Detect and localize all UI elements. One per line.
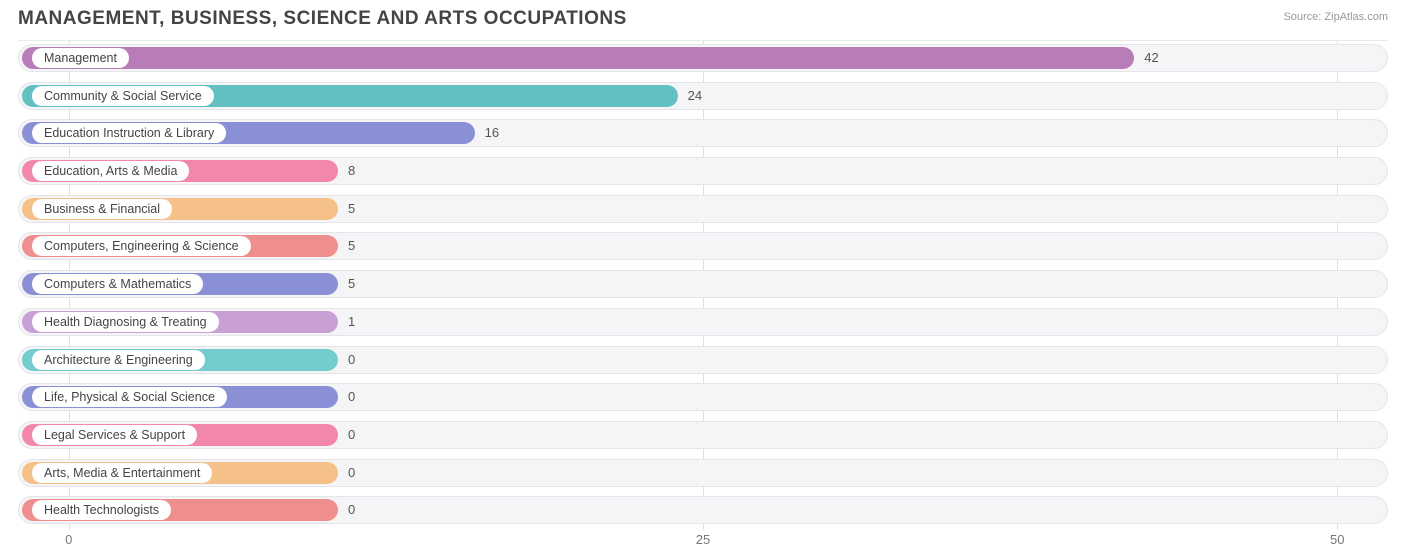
bar-value: 0 xyxy=(348,350,355,370)
bar-label: Health Diagnosing & Treating xyxy=(32,312,219,332)
bar-value: 24 xyxy=(688,86,702,106)
x-tick-label: 0 xyxy=(65,532,72,547)
bar-value: 0 xyxy=(348,387,355,407)
bar-label: Health Technologists xyxy=(32,500,171,520)
bar-row: Arts, Media & Entertainment 0 xyxy=(18,456,1388,494)
bar-row: Community & Social Service 24 xyxy=(18,79,1388,117)
source-label: Source: xyxy=(1283,11,1321,23)
bar-label: Computers, Engineering & Science xyxy=(32,236,251,256)
x-tick-label: 25 xyxy=(696,532,710,547)
bar-value: 0 xyxy=(348,463,355,483)
chart-title: MANAGEMENT, BUSINESS, SCIENCE AND ARTS O… xyxy=(18,8,627,30)
bar-value: 0 xyxy=(348,500,355,520)
bar-label: Business & Financial xyxy=(32,199,172,219)
x-tick-label: 50 xyxy=(1330,532,1344,547)
bar-value: 5 xyxy=(348,199,355,219)
bar-label: Life, Physical & Social Science xyxy=(32,387,227,407)
bar-label: Computers & Mathematics xyxy=(32,274,203,294)
bar xyxy=(22,47,1134,69)
source-attribution: Source: ZipAtlas.com xyxy=(1283,8,1388,23)
bar-value: 5 xyxy=(348,236,355,256)
bar-label: Education Instruction & Library xyxy=(32,123,226,143)
bar-row: Legal Services & Support 0 xyxy=(18,418,1388,456)
bar-row: Education, Arts & Media 8 xyxy=(18,154,1388,192)
bar-label: Community & Social Service xyxy=(32,86,214,106)
x-axis: 0 25 50 xyxy=(18,532,1388,554)
bar-label: Legal Services & Support xyxy=(32,425,197,445)
chart-plot: Management 42 Community & Social Service 24… xyxy=(18,40,1388,530)
bar-row: Business & Financial 5 xyxy=(18,192,1388,230)
bar-value: 0 xyxy=(348,425,355,445)
chart-header: MANAGEMENT, BUSINESS, SCIENCE AND ARTS O… xyxy=(0,0,1406,34)
bar-value: 16 xyxy=(485,123,499,143)
bar-label: Education, Arts & Media xyxy=(32,161,189,181)
chart-area: Management 42 Community & Social Service 24… xyxy=(18,40,1388,530)
bar-label: Management xyxy=(32,48,129,68)
bar-value: 8 xyxy=(348,161,355,181)
bar-row: Health Technologists 0 xyxy=(18,493,1388,531)
bar-value: 1 xyxy=(348,312,355,332)
bar-label: Arts, Media & Entertainment xyxy=(32,463,212,483)
bar-row: Health Diagnosing & Treating 1 xyxy=(18,305,1388,343)
bar-row: Architecture & Engineering 0 xyxy=(18,343,1388,381)
bar-row: Education Instruction & Library 16 xyxy=(18,116,1388,154)
bar-row: Management 42 xyxy=(18,41,1388,79)
source-name: ZipAtlas.com xyxy=(1324,11,1388,23)
bar-row: Computers, Engineering & Science 5 xyxy=(18,229,1388,267)
bar-value: 5 xyxy=(348,274,355,294)
bar-label: Architecture & Engineering xyxy=(32,350,205,370)
bar-value: 42 xyxy=(1144,48,1158,68)
bar-row: Life, Physical & Social Science 0 xyxy=(18,380,1388,418)
bar-row: Computers & Mathematics 5 xyxy=(18,267,1388,305)
